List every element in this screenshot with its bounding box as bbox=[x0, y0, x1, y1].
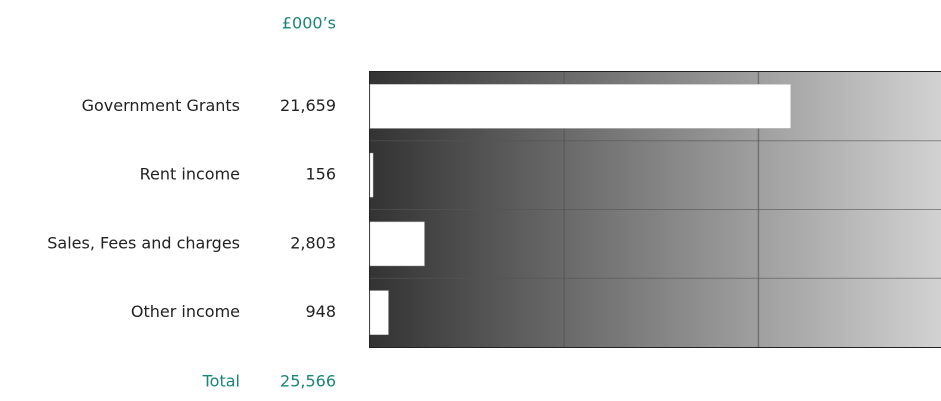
category-label: Other income bbox=[131, 302, 240, 321]
total-value: 25,566 bbox=[280, 372, 336, 391]
category-label: Sales, Fees and charges bbox=[47, 233, 240, 252]
value-label: 2,803 bbox=[290, 233, 336, 252]
bar bbox=[369, 221, 425, 267]
category-label: Rent income bbox=[140, 165, 240, 184]
bar bbox=[369, 152, 374, 198]
bar bbox=[369, 84, 791, 129]
value-label: 21,659 bbox=[280, 96, 336, 115]
value-label: 156 bbox=[305, 165, 336, 184]
bar bbox=[369, 290, 389, 335]
total-label: Total bbox=[202, 372, 240, 391]
value-label: 948 bbox=[305, 302, 336, 321]
unit-label: £000’s bbox=[282, 14, 336, 33]
category-label: Government Grants bbox=[82, 96, 240, 115]
